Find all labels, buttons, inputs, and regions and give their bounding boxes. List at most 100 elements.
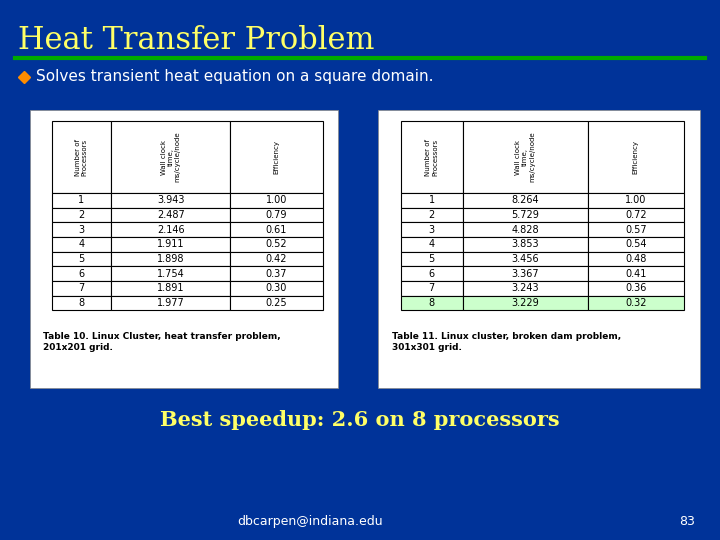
- Text: 0.54: 0.54: [625, 239, 647, 249]
- FancyBboxPatch shape: [111, 295, 230, 310]
- Text: 0.41: 0.41: [625, 268, 647, 279]
- Text: 5: 5: [428, 254, 435, 264]
- FancyBboxPatch shape: [230, 121, 323, 193]
- FancyBboxPatch shape: [588, 266, 684, 281]
- FancyBboxPatch shape: [400, 266, 463, 281]
- FancyBboxPatch shape: [400, 237, 463, 252]
- Text: 1.898: 1.898: [157, 254, 184, 264]
- Text: Table 10. Linux Cluster, heat transfer problem,: Table 10. Linux Cluster, heat transfer p…: [43, 332, 281, 341]
- Text: 2.487: 2.487: [157, 210, 185, 220]
- Text: 2: 2: [78, 210, 84, 220]
- Text: 3.367: 3.367: [511, 268, 539, 279]
- FancyBboxPatch shape: [230, 295, 323, 310]
- Text: 0.57: 0.57: [625, 225, 647, 234]
- Text: Number of
Processors: Number of Processors: [75, 138, 88, 176]
- Text: 6: 6: [78, 268, 84, 279]
- Text: 8: 8: [428, 298, 435, 308]
- Text: 8.264: 8.264: [511, 195, 539, 205]
- FancyBboxPatch shape: [588, 281, 684, 295]
- Text: 4.828: 4.828: [511, 225, 539, 234]
- FancyBboxPatch shape: [52, 207, 111, 222]
- FancyBboxPatch shape: [111, 281, 230, 295]
- FancyBboxPatch shape: [588, 252, 684, 266]
- FancyBboxPatch shape: [52, 193, 111, 207]
- Text: 8: 8: [78, 298, 84, 308]
- FancyBboxPatch shape: [230, 222, 323, 237]
- Text: 1.754: 1.754: [157, 268, 185, 279]
- Text: 83: 83: [679, 515, 695, 528]
- FancyBboxPatch shape: [400, 207, 463, 222]
- Text: Heat Transfer Problem: Heat Transfer Problem: [18, 25, 374, 56]
- FancyBboxPatch shape: [588, 193, 684, 207]
- Text: dbcarpen@indiana.edu: dbcarpen@indiana.edu: [237, 515, 383, 528]
- Text: 0.30: 0.30: [266, 283, 287, 293]
- Text: 0.48: 0.48: [625, 254, 647, 264]
- Text: 3.243: 3.243: [511, 283, 539, 293]
- FancyBboxPatch shape: [378, 110, 700, 388]
- FancyBboxPatch shape: [230, 252, 323, 266]
- FancyBboxPatch shape: [230, 237, 323, 252]
- FancyBboxPatch shape: [230, 193, 323, 207]
- FancyBboxPatch shape: [400, 121, 463, 193]
- FancyBboxPatch shape: [111, 252, 230, 266]
- FancyBboxPatch shape: [463, 121, 588, 193]
- FancyBboxPatch shape: [111, 193, 230, 207]
- FancyBboxPatch shape: [111, 207, 230, 222]
- FancyBboxPatch shape: [463, 252, 588, 266]
- FancyBboxPatch shape: [463, 295, 588, 310]
- Text: 1.911: 1.911: [157, 239, 184, 249]
- Text: Number of
Processors: Number of Processors: [426, 138, 438, 176]
- FancyBboxPatch shape: [588, 237, 684, 252]
- Text: 6: 6: [428, 268, 435, 279]
- Text: 0.32: 0.32: [625, 298, 647, 308]
- FancyBboxPatch shape: [111, 237, 230, 252]
- Text: Best speedup: 2.6 on 8 processors: Best speedup: 2.6 on 8 processors: [160, 410, 560, 430]
- Text: 0.61: 0.61: [266, 225, 287, 234]
- FancyBboxPatch shape: [230, 281, 323, 295]
- Text: 0.36: 0.36: [625, 283, 647, 293]
- Text: 1.00: 1.00: [266, 195, 287, 205]
- Text: 301x301 grid.: 301x301 grid.: [392, 343, 462, 352]
- Text: 1.891: 1.891: [157, 283, 184, 293]
- Text: 4: 4: [78, 239, 84, 249]
- Text: 7: 7: [428, 283, 435, 293]
- FancyBboxPatch shape: [463, 237, 588, 252]
- Text: 0.72: 0.72: [625, 210, 647, 220]
- Text: 1.977: 1.977: [157, 298, 185, 308]
- FancyBboxPatch shape: [52, 222, 111, 237]
- Text: 0.52: 0.52: [266, 239, 287, 249]
- FancyBboxPatch shape: [111, 266, 230, 281]
- FancyBboxPatch shape: [111, 222, 230, 237]
- Text: Table 11. Linux cluster, broken dam problem,: Table 11. Linux cluster, broken dam prob…: [392, 332, 621, 341]
- Text: 3: 3: [78, 225, 84, 234]
- Text: Wall clock
time,
ms/cycle/node: Wall clock time, ms/cycle/node: [161, 132, 181, 183]
- FancyBboxPatch shape: [588, 121, 684, 193]
- Text: 0.42: 0.42: [266, 254, 287, 264]
- Text: 0.25: 0.25: [266, 298, 287, 308]
- Text: 5.729: 5.729: [511, 210, 539, 220]
- FancyBboxPatch shape: [52, 121, 111, 193]
- FancyBboxPatch shape: [400, 222, 463, 237]
- FancyBboxPatch shape: [400, 295, 463, 310]
- Text: 7: 7: [78, 283, 84, 293]
- Text: 1.00: 1.00: [625, 195, 647, 205]
- FancyBboxPatch shape: [400, 281, 463, 295]
- FancyBboxPatch shape: [52, 252, 111, 266]
- Text: 201x201 grid.: 201x201 grid.: [43, 343, 113, 352]
- Text: 2: 2: [428, 210, 435, 220]
- FancyBboxPatch shape: [52, 295, 111, 310]
- FancyBboxPatch shape: [52, 237, 111, 252]
- FancyBboxPatch shape: [52, 266, 111, 281]
- FancyBboxPatch shape: [30, 110, 338, 388]
- Text: 0.37: 0.37: [266, 268, 287, 279]
- Text: 4: 4: [428, 239, 435, 249]
- FancyBboxPatch shape: [463, 281, 588, 295]
- FancyBboxPatch shape: [463, 266, 588, 281]
- FancyBboxPatch shape: [400, 193, 463, 207]
- Text: Efficiency: Efficiency: [633, 140, 639, 174]
- FancyBboxPatch shape: [111, 121, 230, 193]
- FancyBboxPatch shape: [588, 222, 684, 237]
- Text: 1: 1: [428, 195, 435, 205]
- Text: Efficiency: Efficiency: [274, 140, 279, 174]
- Text: 3.853: 3.853: [511, 239, 539, 249]
